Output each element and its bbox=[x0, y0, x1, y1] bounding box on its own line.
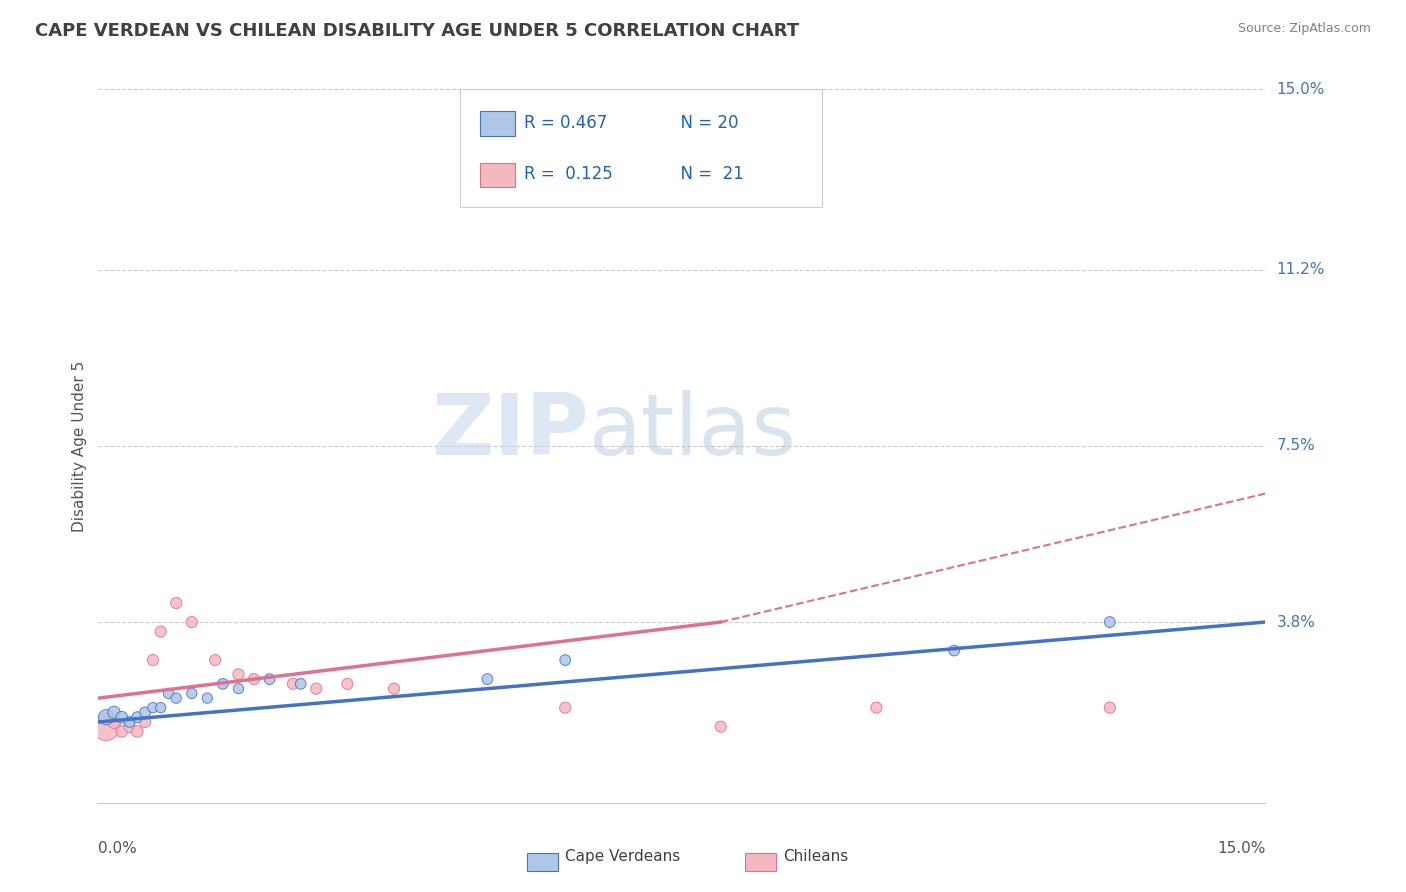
Point bbox=[127, 710, 149, 724]
Point bbox=[134, 714, 156, 729]
Point bbox=[96, 720, 118, 734]
Point bbox=[710, 720, 733, 734]
Point bbox=[943, 643, 966, 657]
Point bbox=[118, 714, 141, 729]
Point bbox=[554, 653, 576, 667]
Point bbox=[134, 706, 156, 720]
Text: Chileans: Chileans bbox=[783, 849, 848, 863]
Text: 0.0%: 0.0% bbox=[98, 841, 138, 855]
Point bbox=[127, 724, 149, 739]
Point bbox=[212, 677, 235, 691]
Text: atlas: atlas bbox=[589, 390, 797, 474]
Text: R = 0.467: R = 0.467 bbox=[524, 114, 607, 132]
Point bbox=[118, 720, 141, 734]
FancyBboxPatch shape bbox=[479, 162, 515, 187]
Point bbox=[96, 710, 118, 724]
Point bbox=[382, 681, 405, 696]
Text: 11.2%: 11.2% bbox=[1277, 262, 1324, 277]
Point bbox=[103, 706, 125, 720]
Point bbox=[149, 624, 172, 639]
Point bbox=[195, 691, 218, 706]
Point bbox=[204, 653, 226, 667]
Text: N =  21: N = 21 bbox=[671, 165, 744, 183]
Text: 15.0%: 15.0% bbox=[1277, 82, 1324, 96]
Point bbox=[180, 686, 202, 700]
Text: ZIP: ZIP bbox=[430, 390, 589, 474]
Point bbox=[142, 700, 165, 714]
Point bbox=[259, 672, 281, 686]
Point bbox=[336, 677, 359, 691]
Point bbox=[142, 653, 165, 667]
Text: 7.5%: 7.5% bbox=[1277, 439, 1315, 453]
Point bbox=[281, 677, 304, 691]
FancyBboxPatch shape bbox=[460, 89, 823, 207]
Point bbox=[149, 700, 172, 714]
Point bbox=[228, 681, 250, 696]
Point bbox=[243, 672, 266, 686]
Text: 15.0%: 15.0% bbox=[1218, 841, 1265, 855]
Point bbox=[477, 672, 499, 686]
Point bbox=[111, 724, 134, 739]
Text: CAPE VERDEAN VS CHILEAN DISABILITY AGE UNDER 5 CORRELATION CHART: CAPE VERDEAN VS CHILEAN DISABILITY AGE U… bbox=[35, 22, 799, 40]
Text: Cape Verdeans: Cape Verdeans bbox=[565, 849, 681, 863]
Point bbox=[290, 677, 312, 691]
Point bbox=[554, 700, 576, 714]
Point bbox=[1098, 615, 1121, 629]
Point bbox=[165, 596, 187, 610]
Point bbox=[228, 667, 250, 681]
Point bbox=[103, 714, 125, 729]
FancyBboxPatch shape bbox=[479, 112, 515, 136]
Point bbox=[865, 700, 887, 714]
Point bbox=[1098, 700, 1121, 714]
Point bbox=[165, 691, 187, 706]
Point bbox=[157, 686, 180, 700]
Text: N = 20: N = 20 bbox=[671, 114, 738, 132]
Text: R =  0.125: R = 0.125 bbox=[524, 165, 613, 183]
Text: Source: ZipAtlas.com: Source: ZipAtlas.com bbox=[1237, 22, 1371, 36]
Text: 3.8%: 3.8% bbox=[1277, 615, 1316, 630]
Y-axis label: Disability Age Under 5: Disability Age Under 5 bbox=[72, 360, 87, 532]
Point bbox=[111, 710, 134, 724]
Point bbox=[305, 681, 328, 696]
Point bbox=[180, 615, 202, 629]
